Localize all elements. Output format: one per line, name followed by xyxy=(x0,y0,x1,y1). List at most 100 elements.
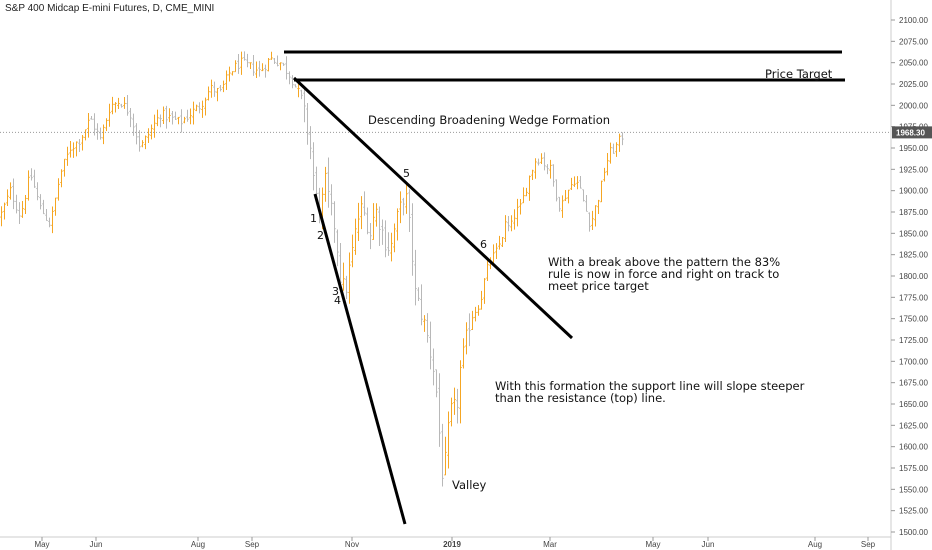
ohlc-bar xyxy=(618,133,621,152)
ohlc-bar xyxy=(477,305,480,316)
y-tick-label: 1750.00 xyxy=(899,315,928,324)
ohlc-bar xyxy=(270,51,273,60)
y-tick-label: 1800.00 xyxy=(899,272,928,281)
ohlc-bar xyxy=(543,152,546,171)
ohlc-bar xyxy=(69,141,72,158)
ohlc-bar xyxy=(615,142,618,157)
ohlc-bar xyxy=(567,189,570,204)
ohlc-bar xyxy=(516,198,519,227)
ohlc-bar xyxy=(3,202,6,220)
ohlc-bar xyxy=(150,124,153,140)
x-tick-label: Nov xyxy=(345,540,359,549)
point-label-5: 5 xyxy=(403,167,410,180)
ohlc-bar xyxy=(66,146,69,166)
ohlc-bar xyxy=(228,66,231,82)
ohlc-bar xyxy=(381,219,384,245)
ohlc-bar xyxy=(45,209,48,222)
ohlc-bar xyxy=(75,141,78,157)
ohlc-bar xyxy=(531,169,534,180)
ohlc-bar xyxy=(117,97,120,110)
ohlc-bar xyxy=(9,182,12,200)
ohlc-bar xyxy=(465,322,468,355)
ohlc-bar xyxy=(126,95,129,116)
ohlc-bar xyxy=(513,209,516,230)
x-tick-label: Mar xyxy=(543,540,557,549)
ohlc-bar xyxy=(231,71,234,76)
ohlc-bar xyxy=(462,338,465,369)
x-tick-label: Sep xyxy=(245,540,260,549)
ohlc-bar xyxy=(384,220,387,258)
point-label-4: 4 xyxy=(334,294,341,307)
ohlc-bar xyxy=(90,115,93,120)
break-note-line3: meet price target xyxy=(548,279,649,293)
ohlc-bar xyxy=(336,229,339,267)
ohlc-bar xyxy=(114,102,117,113)
ohlc-bar xyxy=(165,105,168,129)
ohlc-bar xyxy=(579,175,582,189)
y-tick-label: 2025.00 xyxy=(899,80,928,89)
ohlc-bar xyxy=(459,360,462,424)
ohlc-bar xyxy=(444,436,447,476)
ohlc-bar xyxy=(192,101,195,125)
ohlc-bar xyxy=(546,164,549,175)
ohlc-bar xyxy=(435,369,438,398)
ohlc-bar xyxy=(234,60,237,73)
ohlc-bar xyxy=(600,180,603,203)
ohlc-bar xyxy=(471,310,474,331)
ohlc-bar xyxy=(153,114,156,138)
ohlc-bar xyxy=(525,187,528,197)
x-tick-label: Jun xyxy=(90,540,103,549)
ohlc-bar xyxy=(105,118,108,131)
y-tick-label: 1600.00 xyxy=(899,443,928,452)
ohlc-bar xyxy=(534,158,537,179)
ohlc-bar xyxy=(99,127,102,140)
ohlc-bar xyxy=(267,58,270,72)
x-tick-label: Sep xyxy=(861,540,876,549)
ohlc-bar xyxy=(345,275,348,299)
y-tick-label: 1650.00 xyxy=(899,400,928,409)
break-note-line1: With a break above the pattern the 83% xyxy=(548,255,780,269)
ohlc-bar xyxy=(555,179,558,202)
ohlc-bar xyxy=(570,177,573,190)
ohlc-bar xyxy=(279,62,282,71)
x-tick-label: May xyxy=(34,540,49,549)
ohlc-bar xyxy=(54,197,57,216)
ohlc-bar xyxy=(591,210,594,230)
ohlc-bar xyxy=(255,61,258,78)
ohlc-bar xyxy=(27,170,30,201)
ohlc-bar xyxy=(111,96,114,115)
ohlc-bar xyxy=(387,232,390,256)
ohlc-bar xyxy=(246,53,249,68)
ohlc-bar xyxy=(438,373,441,447)
ohlc-bar xyxy=(429,321,432,370)
ohlc-bar xyxy=(378,206,381,246)
ohlc-bar xyxy=(519,199,522,215)
ohlc-bar xyxy=(360,196,363,230)
ohlc-bar xyxy=(417,287,420,302)
ohlc-bar xyxy=(396,208,399,241)
ohlc-bar xyxy=(183,116,186,124)
y-tick-label: 1725.00 xyxy=(899,336,928,345)
ohlc-bar xyxy=(282,62,285,66)
ohlc-bar xyxy=(222,80,225,93)
ohlc-bar xyxy=(507,215,510,232)
ohlc-bar xyxy=(171,111,174,125)
point-label-3: 3 xyxy=(332,285,339,298)
y-tick-label: 1525.00 xyxy=(899,507,928,516)
ohlc-bar xyxy=(411,203,414,276)
ohlc-bar xyxy=(24,194,27,214)
ohlc-bar xyxy=(408,189,411,233)
ohlc-bar xyxy=(393,223,396,253)
ohlc-bar xyxy=(576,176,579,190)
ohlc-bar xyxy=(540,153,543,164)
ohlc-bar xyxy=(225,70,228,91)
ohlc-bar xyxy=(201,100,204,118)
ohlc-bar xyxy=(357,202,360,241)
point-label-6: 6 xyxy=(480,238,487,251)
ohlc-bar xyxy=(492,244,495,265)
ohlc-bar xyxy=(369,222,372,250)
ohlc-bar xyxy=(468,313,471,347)
ohlc-bar xyxy=(237,53,240,74)
ohlc-bar xyxy=(216,87,219,102)
